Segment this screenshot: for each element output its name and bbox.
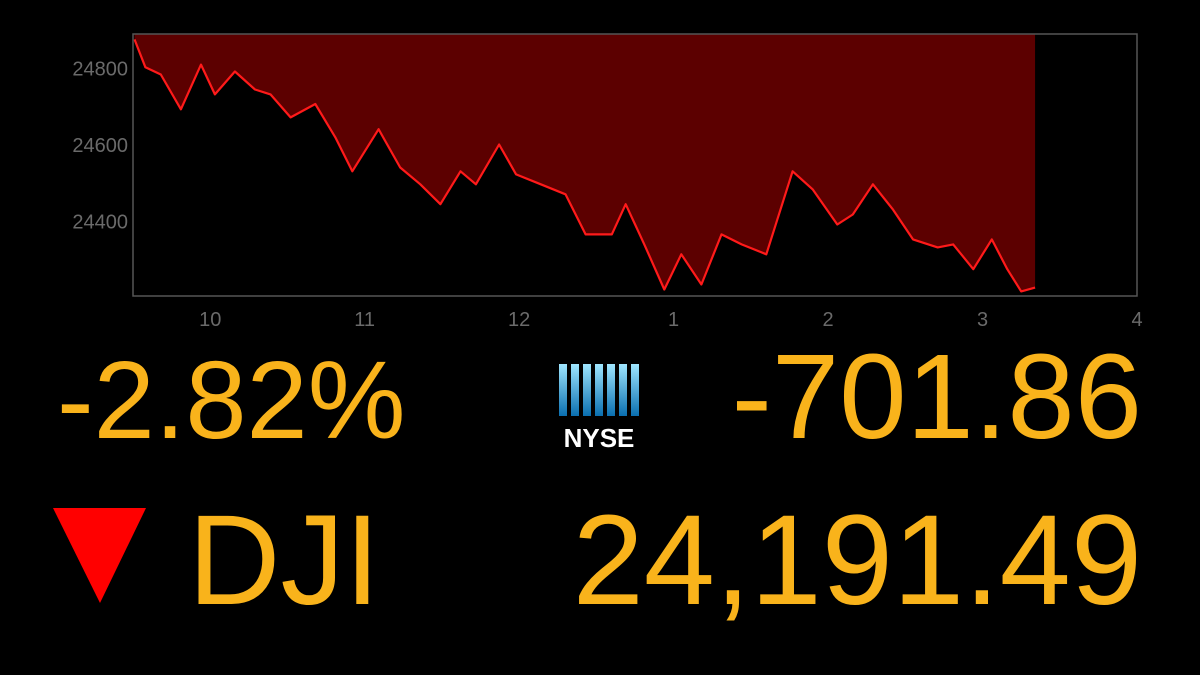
x-tick-label: 11 — [354, 309, 375, 331]
x-tick-label: 12 — [508, 309, 530, 331]
plot — [133, 34, 1036, 293]
y-tick-label: 24400 — [72, 211, 128, 233]
point-change: -701.86 — [732, 328, 1142, 464]
exchange: NYSE — [564, 423, 635, 453]
x-tick-label: 2 — [823, 309, 834, 331]
plot-frame — [132, 33, 1138, 297]
x-tick-label: 10 — [199, 309, 221, 331]
percent-change: -2.82% — [57, 339, 406, 462]
symbol: DJI — [188, 489, 380, 632]
x-tick-label: 4 — [1131, 309, 1142, 331]
down-arrow — [53, 508, 146, 603]
price: 24,191.49 — [573, 489, 1142, 632]
area — [134, 34, 1036, 292]
y-tick-label: 24600 — [72, 135, 128, 157]
price-line — [133, 38, 1036, 293]
nyse-logo: NYSE — [559, 364, 639, 453]
y-tick-label: 24800 — [72, 58, 128, 80]
x-tick-label: 1 — [668, 309, 679, 331]
x-tick-label: 3 — [977, 309, 988, 331]
